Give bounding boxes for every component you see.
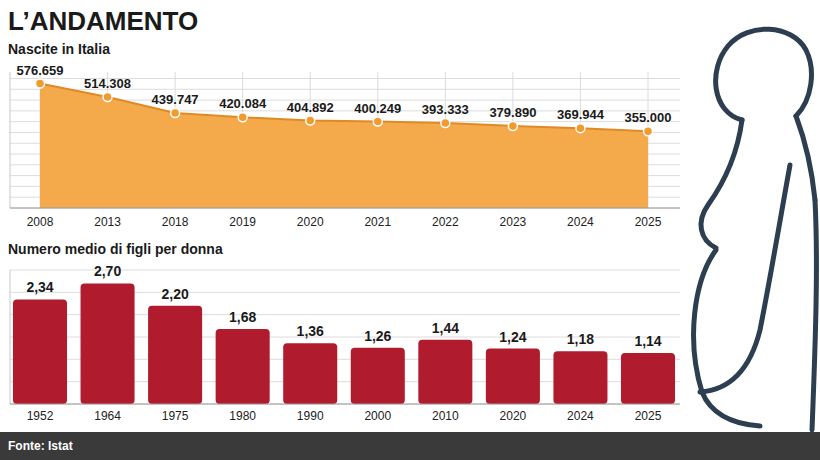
icon-head <box>716 29 812 120</box>
woman-icon <box>694 29 817 430</box>
icon-back-lower <box>812 200 816 430</box>
x-tick-label: 2024 <box>567 409 594 423</box>
data-label: 576.659 <box>17 63 64 78</box>
data-labels: 2,34 2,70 2,20 1,68 1,36 1,26 1,44 1,24 1,18 1,14 <box>26 263 661 349</box>
icon-belly <box>694 250 760 426</box>
data-label: 1,36 <box>297 323 324 339</box>
point <box>36 79 45 88</box>
y-axis-line <box>10 72 11 208</box>
bar <box>486 349 540 404</box>
grid-line <box>10 404 680 405</box>
x-tick-label: 1975 <box>162 409 189 423</box>
bar <box>148 306 202 404</box>
chart-title: Numero medio di figli per donna <box>8 241 223 257</box>
chart-title: Nascite in Italia <box>8 41 110 57</box>
data-label: 355.000 <box>625 110 672 125</box>
data-label: 420.084 <box>219 96 267 111</box>
x-tick-label: 2020 <box>297 215 324 229</box>
x-tick-label: 2025 <box>635 409 662 423</box>
data-label: 369.944 <box>557 107 605 122</box>
x-tick-label: 1980 <box>229 409 256 423</box>
point <box>171 109 180 118</box>
page: {"title": "L’ANDAMENTO", "chart_data": [… <box>0 0 820 460</box>
point <box>103 92 112 101</box>
x-tick-label: 1952 <box>27 409 54 423</box>
source: Fonte: Istat <box>8 439 73 453</box>
x-tick-label: 2010 <box>432 409 459 423</box>
bar <box>216 329 270 404</box>
chart-canvas: L’ANDAMENTO Nascite in Italia 576.659 514.3… <box>0 0 820 460</box>
footer-bar <box>0 432 820 460</box>
point <box>238 113 247 122</box>
point <box>306 116 315 125</box>
x-tick-label: 2019 <box>229 215 256 229</box>
data-label: 379.890 <box>489 105 536 120</box>
x-axis-line <box>10 404 680 405</box>
data-labels: 576.659 514.308 439.747 420.084 404.892 400.2… <box>17 63 672 126</box>
data-label: 2,70 <box>94 263 121 279</box>
data-label: 514.308 <box>84 76 131 91</box>
x-tick-label: 2008 <box>27 215 54 229</box>
icon-arm <box>700 165 790 392</box>
data-label: 1,68 <box>229 309 256 325</box>
data-label: 1,44 <box>432 320 459 336</box>
data-label: 400.249 <box>354 101 401 116</box>
x-tick-label: 2018 <box>162 215 189 229</box>
bar <box>418 340 472 404</box>
data-label: 439.747 <box>152 92 199 107</box>
icon-back <box>796 116 815 200</box>
x-tick-label: 2023 <box>500 215 527 229</box>
x-tick-label: 1990 <box>297 409 324 423</box>
data-label: 1,14 <box>634 333 661 349</box>
marks <box>36 79 653 208</box>
y-axis-line <box>10 270 11 404</box>
x-tick-label: 2013 <box>94 215 121 229</box>
point <box>576 124 585 133</box>
data-label: 404.892 <box>287 100 334 115</box>
bar <box>553 351 607 404</box>
marks <box>13 283 675 404</box>
data-label: 1,26 <box>364 328 391 344</box>
x-tick-label: 2022 <box>432 215 459 229</box>
grid <box>10 270 680 404</box>
bar <box>351 348 405 404</box>
point <box>441 119 450 128</box>
data-label: 2,34 <box>26 279 53 295</box>
line <box>40 84 648 132</box>
point <box>644 127 653 136</box>
main-title: L’ANDAMENTO <box>8 6 198 36</box>
data-label: 1,24 <box>499 329 526 345</box>
x-tick-label: 2024 <box>567 215 594 229</box>
area <box>40 84 648 208</box>
bar <box>13 299 67 404</box>
grid <box>10 72 680 208</box>
point <box>508 121 517 130</box>
x-axis-line <box>10 208 680 209</box>
x-tick-label: 2000 <box>364 409 391 423</box>
data-label: 2,20 <box>161 286 188 302</box>
data-label: 1,18 <box>567 331 594 347</box>
point <box>373 117 382 126</box>
grid-line <box>10 208 680 209</box>
x-tick-label: 2021 <box>364 215 391 229</box>
x-tick-label: 2020 <box>500 409 527 423</box>
bar <box>283 343 337 404</box>
bar <box>621 353 675 404</box>
x-tick-label: 2025 <box>635 215 662 229</box>
data-label: 393.333 <box>422 102 469 117</box>
bar <box>81 283 135 404</box>
x-tick-label: 1964 <box>94 409 121 423</box>
icon-chest <box>701 120 742 248</box>
